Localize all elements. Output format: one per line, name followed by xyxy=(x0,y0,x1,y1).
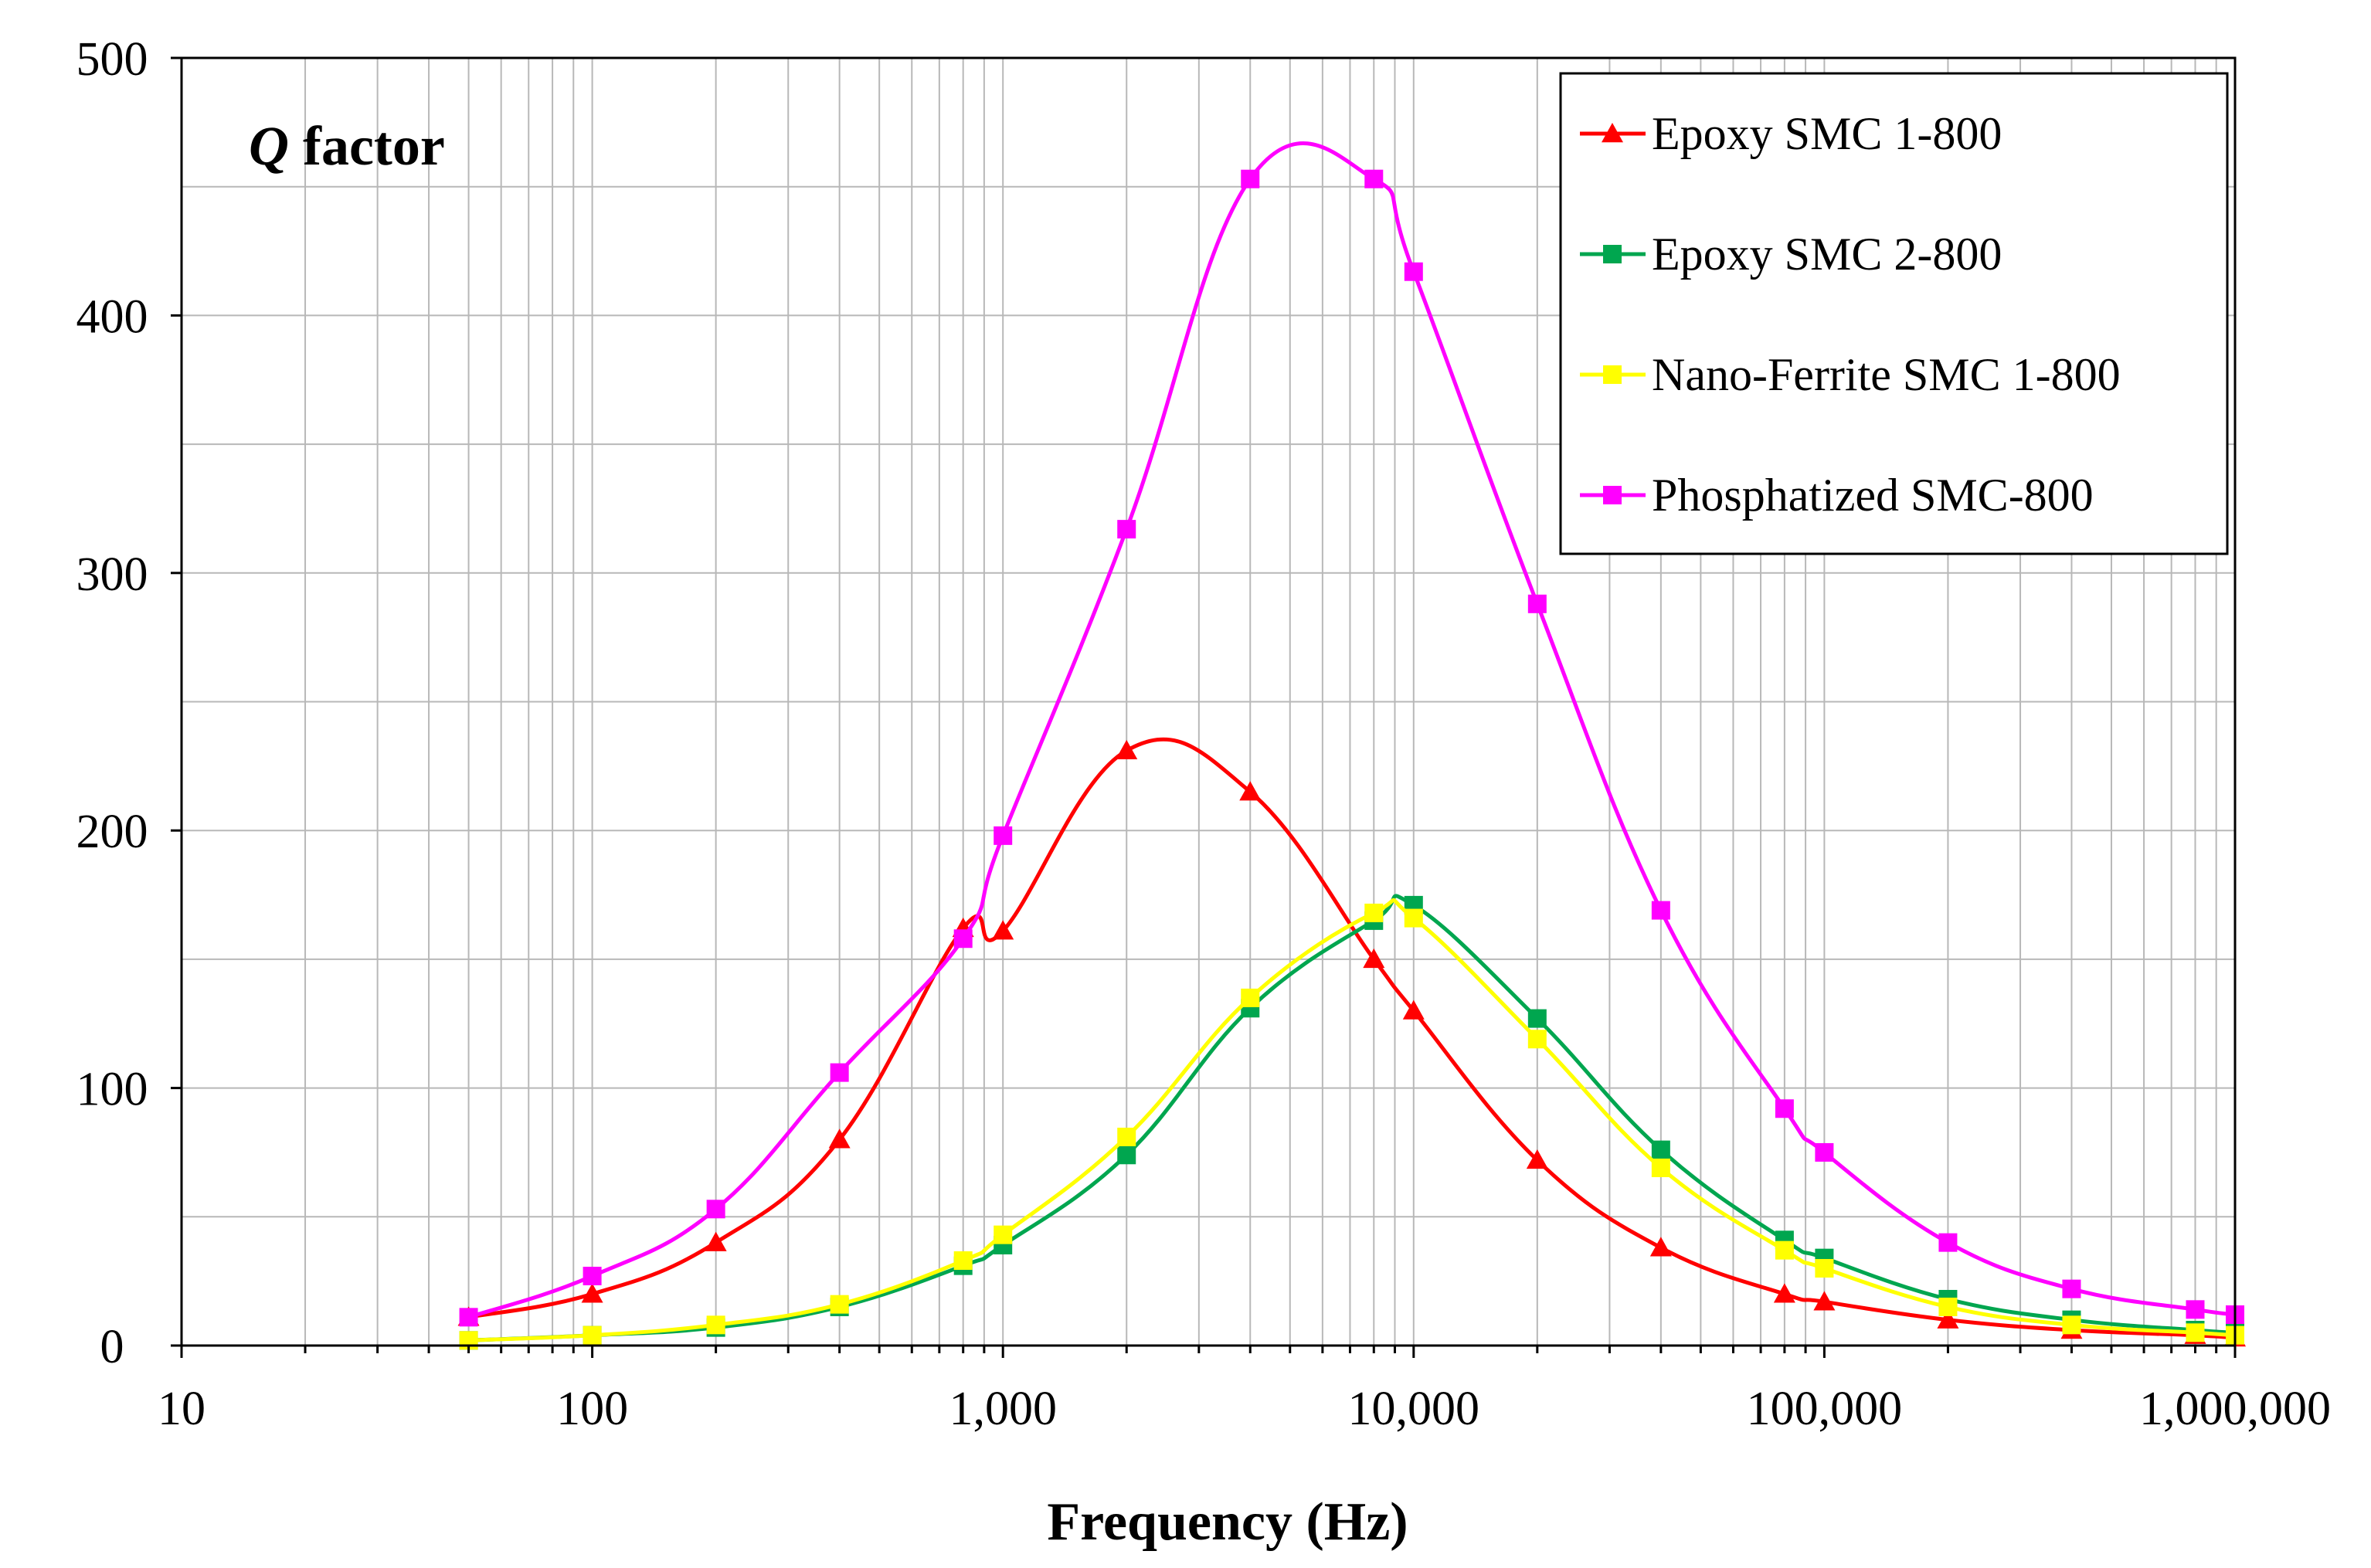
data-point xyxy=(1773,1283,1795,1303)
data-point xyxy=(1815,1142,1834,1162)
data-point xyxy=(994,826,1013,845)
chart-title-rest: factor xyxy=(289,115,445,177)
data-point xyxy=(1651,1158,1670,1177)
legend-label: Epoxy SMC 2-800 xyxy=(1652,229,2002,280)
legend-item: Phosphatized SMC-800 xyxy=(1580,470,2094,521)
data-point xyxy=(1239,781,1262,801)
series-3 xyxy=(459,898,2244,1350)
x-tick-label: 100,000 xyxy=(1747,1383,1903,1435)
data-point xyxy=(2186,1300,2205,1319)
series-line xyxy=(468,898,2236,1342)
data-point xyxy=(1527,1009,1547,1028)
legend-label: Nano-Ferrite SMC 1-800 xyxy=(1652,349,2121,400)
data-point xyxy=(1363,948,1385,969)
data-point xyxy=(828,1128,851,1149)
data-point xyxy=(1241,988,1260,1007)
series-line xyxy=(468,894,2236,1342)
data-point xyxy=(1364,903,1384,922)
data-point xyxy=(1241,169,1260,188)
legend-label: Phosphatized SMC-800 xyxy=(1652,470,2094,521)
data-point xyxy=(2062,1279,2081,1298)
legend-items: Epoxy SMC 1-800 Epoxy SMC 2-800 Nano-Ferri… xyxy=(1580,108,2121,521)
chart-title-italic: Q xyxy=(249,115,289,177)
x-axis-title: Frequency (Hz) xyxy=(1047,1492,1408,1552)
data-point xyxy=(2186,1323,2205,1342)
data-point xyxy=(706,1315,725,1335)
y-tick-label: 300 xyxy=(76,548,148,601)
data-point xyxy=(459,1308,478,1327)
data-point xyxy=(1402,1000,1425,1020)
data-point xyxy=(1364,169,1384,188)
data-point xyxy=(1775,1099,1794,1118)
data-point xyxy=(830,1295,849,1314)
y-tick-label: 0 xyxy=(100,1321,124,1373)
data-point xyxy=(1526,1149,1548,1169)
x-tick-label: 10 xyxy=(158,1383,206,1435)
grid xyxy=(182,58,2235,1346)
x-tick-label: 100 xyxy=(556,1383,628,1435)
data-point xyxy=(992,920,1014,940)
data-point xyxy=(1815,1258,1834,1278)
data-point xyxy=(1404,262,1423,281)
x-tick-label: 1,000 xyxy=(949,1383,1057,1435)
data-point xyxy=(830,1063,849,1082)
data-point xyxy=(1937,1308,1959,1329)
series-line xyxy=(468,737,2236,1340)
legend-swatch-marker xyxy=(1602,123,1623,143)
legend-item: Epoxy SMC 1-800 xyxy=(1580,108,2002,159)
legend-swatch-marker xyxy=(1603,486,1622,504)
data-point xyxy=(953,1251,973,1270)
data-point xyxy=(1527,1030,1547,1049)
legend-box xyxy=(1559,72,2229,555)
data-point xyxy=(1117,1127,1136,1146)
series-4 xyxy=(459,141,2244,1327)
series-layer xyxy=(457,141,2246,1350)
y-tick-label: 400 xyxy=(76,290,148,343)
data-point xyxy=(994,1225,1013,1244)
data-point xyxy=(1775,1240,1794,1260)
data-point xyxy=(1117,1145,1136,1165)
legend: Epoxy SMC 1-800 Epoxy SMC 2-800 Nano-Ferri… xyxy=(1559,72,2229,555)
y-tick-label: 100 xyxy=(76,1064,148,1116)
data-point xyxy=(1938,1297,1958,1316)
x-tick-label: 10,000 xyxy=(1348,1383,1480,1435)
series-2 xyxy=(459,894,2244,1350)
plot-area-frame xyxy=(180,56,2237,1347)
x-tick-label: 1,000,000 xyxy=(2139,1383,2331,1435)
data-point xyxy=(706,1200,725,1219)
y-tick-label: 500 xyxy=(76,33,148,86)
data-point xyxy=(1813,1291,1836,1311)
data-point xyxy=(1651,1140,1670,1159)
data-point xyxy=(1527,594,1547,613)
chart-title: Q factor xyxy=(249,115,445,177)
data-point xyxy=(583,1266,602,1285)
legend-label: Epoxy SMC 1-800 xyxy=(1652,108,2002,159)
data-point xyxy=(2062,1315,2081,1335)
legend-swatch-marker xyxy=(1603,365,1622,384)
data-point xyxy=(1938,1233,1958,1252)
data-point xyxy=(953,929,973,949)
data-point xyxy=(1651,901,1670,920)
data-point xyxy=(705,1231,727,1251)
data-point xyxy=(583,1325,602,1345)
legend-item: Epoxy SMC 2-800 xyxy=(1580,229,2002,280)
data-point xyxy=(1117,520,1136,539)
y-tick-label: 200 xyxy=(76,806,148,858)
legend-item: Nano-Ferrite SMC 1-800 xyxy=(1580,349,2121,400)
axis-ticks: 10 100 1,000 10,000 100,000 1,000,000 0 100 200 3… xyxy=(76,33,2332,1435)
data-point xyxy=(1404,908,1423,928)
data-point xyxy=(581,1283,603,1303)
data-point xyxy=(1116,739,1138,760)
data-point xyxy=(1649,1237,1672,1257)
legend-swatch-marker xyxy=(1603,245,1622,263)
